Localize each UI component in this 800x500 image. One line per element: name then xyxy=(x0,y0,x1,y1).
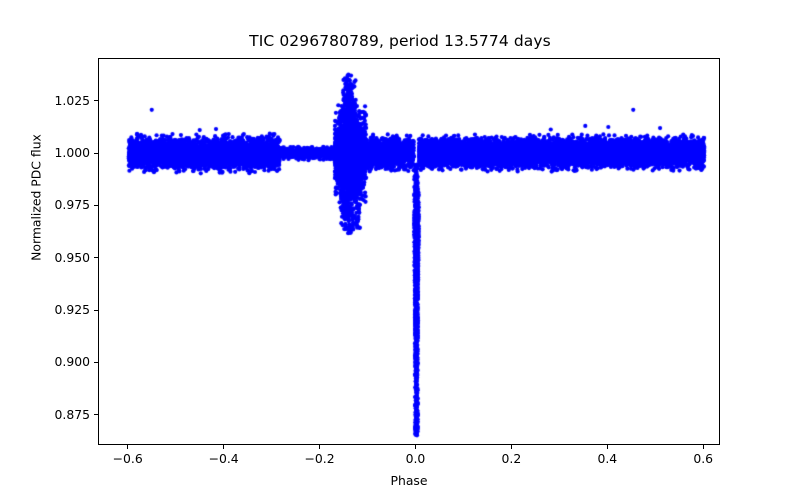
y-tick-label: 0.900 xyxy=(54,354,90,370)
page-title: TIC 0296780789, period 13.5774 days xyxy=(249,32,551,50)
y-tick-mark xyxy=(94,100,98,102)
x-tick-label: −0.2 xyxy=(304,451,335,466)
x-tick-label: −0.6 xyxy=(112,451,143,466)
x-axis-label: Phase xyxy=(390,473,428,488)
y-tick-mark xyxy=(94,361,98,363)
x-tick-mark xyxy=(606,445,608,449)
x-tick-mark xyxy=(319,445,321,449)
y-tick-mark xyxy=(94,257,98,259)
x-tick-label: 0.6 xyxy=(693,451,714,466)
x-tick-label: −0.4 xyxy=(208,451,239,466)
plot-axes-frame xyxy=(98,58,721,446)
y-tick-mark xyxy=(94,204,98,207)
y-tick-label: 1.000 xyxy=(54,145,90,161)
x-tick-mark xyxy=(414,445,417,449)
x-tick-mark xyxy=(510,445,512,449)
y-axis-label: Normalized PDC flux xyxy=(28,134,44,261)
x-tick-mark xyxy=(702,445,704,449)
y-tick-mark xyxy=(94,309,98,311)
x-tick-label: 0.0 xyxy=(405,451,426,466)
y-tick-label: 1.025 xyxy=(54,92,90,108)
x-tick-mark xyxy=(127,445,129,449)
scatter-plot-canvas xyxy=(99,59,721,446)
y-tick-label: 0.975 xyxy=(54,197,90,213)
x-tick-label: 0.4 xyxy=(597,451,618,466)
x-tick-mark xyxy=(223,445,225,449)
y-tick-mark xyxy=(94,414,98,416)
x-tick-label: 0.2 xyxy=(501,451,522,466)
y-tick-label: 0.875 xyxy=(54,406,90,422)
y-tick-label: 0.950 xyxy=(54,249,90,265)
y-tick-label: 0.925 xyxy=(54,302,90,318)
y-tick-mark xyxy=(94,152,98,154)
